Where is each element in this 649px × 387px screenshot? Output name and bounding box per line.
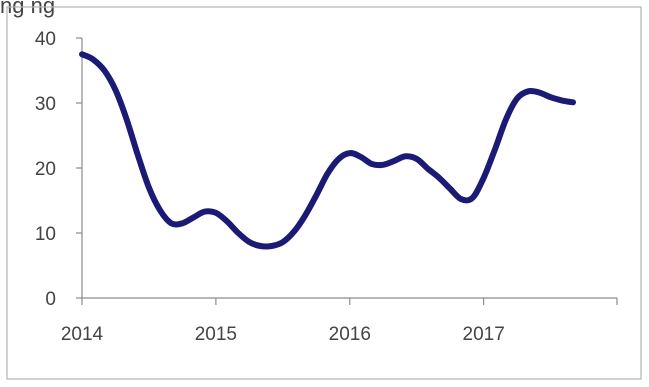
x-tick-label: 2016 <box>329 324 371 345</box>
x-tick-label: 2014 <box>61 324 104 345</box>
y-tick-label: 40 <box>35 29 56 50</box>
y-tick-label: 0 <box>45 289 56 310</box>
chart-border <box>6 6 642 380</box>
series-line-0 <box>79 51 576 250</box>
y-tick-label: 30 <box>35 94 56 115</box>
y-tick-label: 10 <box>35 224 56 245</box>
x-tick-label: 2015 <box>195 324 237 345</box>
x-tick-label: 2017 <box>463 324 505 345</box>
series-group <box>79 51 576 250</box>
axes <box>76 37 618 305</box>
y-tick-label: 20 <box>35 159 56 180</box>
caption-fragment: ng ng <box>0 0 55 18</box>
tick-labels: 0 10 20 30 40 2014 2015 2016 2017 <box>35 29 505 345</box>
